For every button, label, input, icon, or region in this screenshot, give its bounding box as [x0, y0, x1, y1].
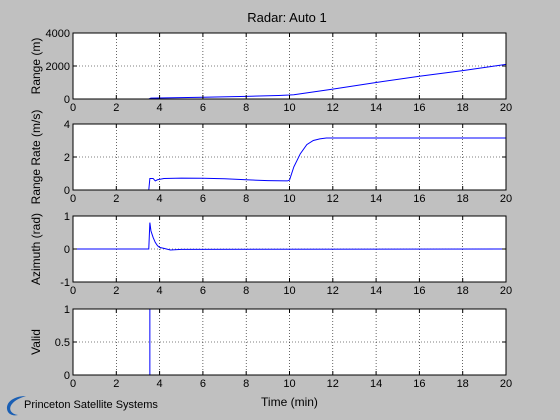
- y-axis-label: Range (m): [29, 38, 43, 95]
- x-tick-label: 6: [200, 285, 206, 297]
- x-tick-label: 0: [70, 378, 76, 390]
- y-tick-label: 4000: [46, 28, 70, 40]
- subplot-4: 0 2 4 6 8 10 12 14 16 18 20 0 0.5 1 Valid Time (min): [29, 304, 512, 409]
- x-tick-label: 12: [327, 193, 339, 205]
- x-tick-label: 20: [500, 285, 512, 297]
- x-tick-label: 18: [457, 193, 469, 205]
- y-tick-label: 0: [64, 244, 70, 256]
- x-tick-label: 20: [500, 193, 512, 205]
- y-tick-label: 1: [64, 211, 70, 223]
- x-tick-label: 20: [500, 102, 512, 114]
- y-tick-label: 0: [64, 370, 70, 382]
- x-tick-label: 12: [327, 285, 339, 297]
- y-tick-label: 4: [64, 119, 70, 131]
- logo-text: Princeton Satellite Systems: [24, 399, 158, 411]
- x-tick-label: 18: [457, 285, 469, 297]
- series-line-1: [73, 222, 507, 251]
- x-tick-label: 6: [200, 378, 206, 390]
- y-axis-label: Range Rate (m/s): [29, 110, 43, 205]
- series-line-1: [73, 137, 506, 191]
- x-tick-label: 16: [413, 378, 425, 390]
- x-tick-label: 12: [327, 378, 339, 390]
- x-tick-label: 14: [370, 193, 382, 205]
- x-tick-label: 8: [243, 193, 249, 205]
- x-tick-label: 4: [157, 102, 163, 114]
- x-tick-label: 14: [370, 102, 382, 114]
- y-axis-label: Valid: [29, 329, 43, 355]
- x-tick-label: 10: [283, 193, 295, 205]
- x-tick-label: 8: [243, 102, 249, 114]
- subplot-2: 0 2 4 6 8 10 12 14 16 18 20 0 2 4 Range Rate (m/s): [29, 110, 512, 205]
- x-axis-label: Time (min): [261, 395, 318, 409]
- x-tick-label: 16: [413, 285, 425, 297]
- y-tick-label: 0.5: [55, 337, 70, 349]
- x-tick-label: 14: [370, 285, 382, 297]
- y-tick-label: -1: [60, 277, 70, 289]
- y-tick-label: 1: [64, 304, 70, 316]
- x-tick-label: 0: [70, 193, 76, 205]
- figure-title: Radar: Auto 1: [247, 10, 327, 25]
- x-tick-label: 20: [500, 378, 512, 390]
- x-tick-label: 2: [113, 285, 119, 297]
- y-tick-label: 2: [64, 152, 70, 164]
- x-tick-label: 6: [200, 102, 206, 114]
- x-tick-label: 2: [113, 193, 119, 205]
- x-tick-label: 18: [457, 102, 469, 114]
- x-tick-label: 16: [413, 193, 425, 205]
- company-logo: Princeton Satellite Systems: [4, 392, 158, 418]
- x-tick-label: 6: [200, 193, 206, 205]
- x-tick-label: 10: [283, 285, 295, 297]
- swoosh-icon: [6, 396, 26, 416]
- y-tick-label: 2000: [46, 61, 70, 73]
- x-tick-label: 8: [243, 285, 249, 297]
- x-tick-label: 14: [370, 378, 382, 390]
- x-tick-label: 4: [157, 193, 163, 205]
- x-tick-label: 4: [157, 378, 163, 390]
- y-axis-label: Azimuth (rad): [29, 213, 43, 285]
- x-tick-label: 10: [283, 102, 295, 114]
- x-tick-label: 12: [327, 102, 339, 114]
- y-tick-label: 0: [64, 185, 70, 197]
- x-tick-label: 0: [70, 102, 76, 114]
- x-tick-label: 10: [283, 378, 295, 390]
- x-tick-label: 18: [457, 378, 469, 390]
- x-tick-label: 2: [113, 102, 119, 114]
- x-tick-label: 0: [70, 285, 76, 297]
- x-tick-label: 4: [157, 285, 163, 297]
- x-tick-label: 16: [413, 102, 425, 114]
- x-tick-label: 2: [113, 378, 119, 390]
- x-tick-label: 8: [243, 378, 249, 390]
- y-tick-label: 0: [64, 94, 70, 106]
